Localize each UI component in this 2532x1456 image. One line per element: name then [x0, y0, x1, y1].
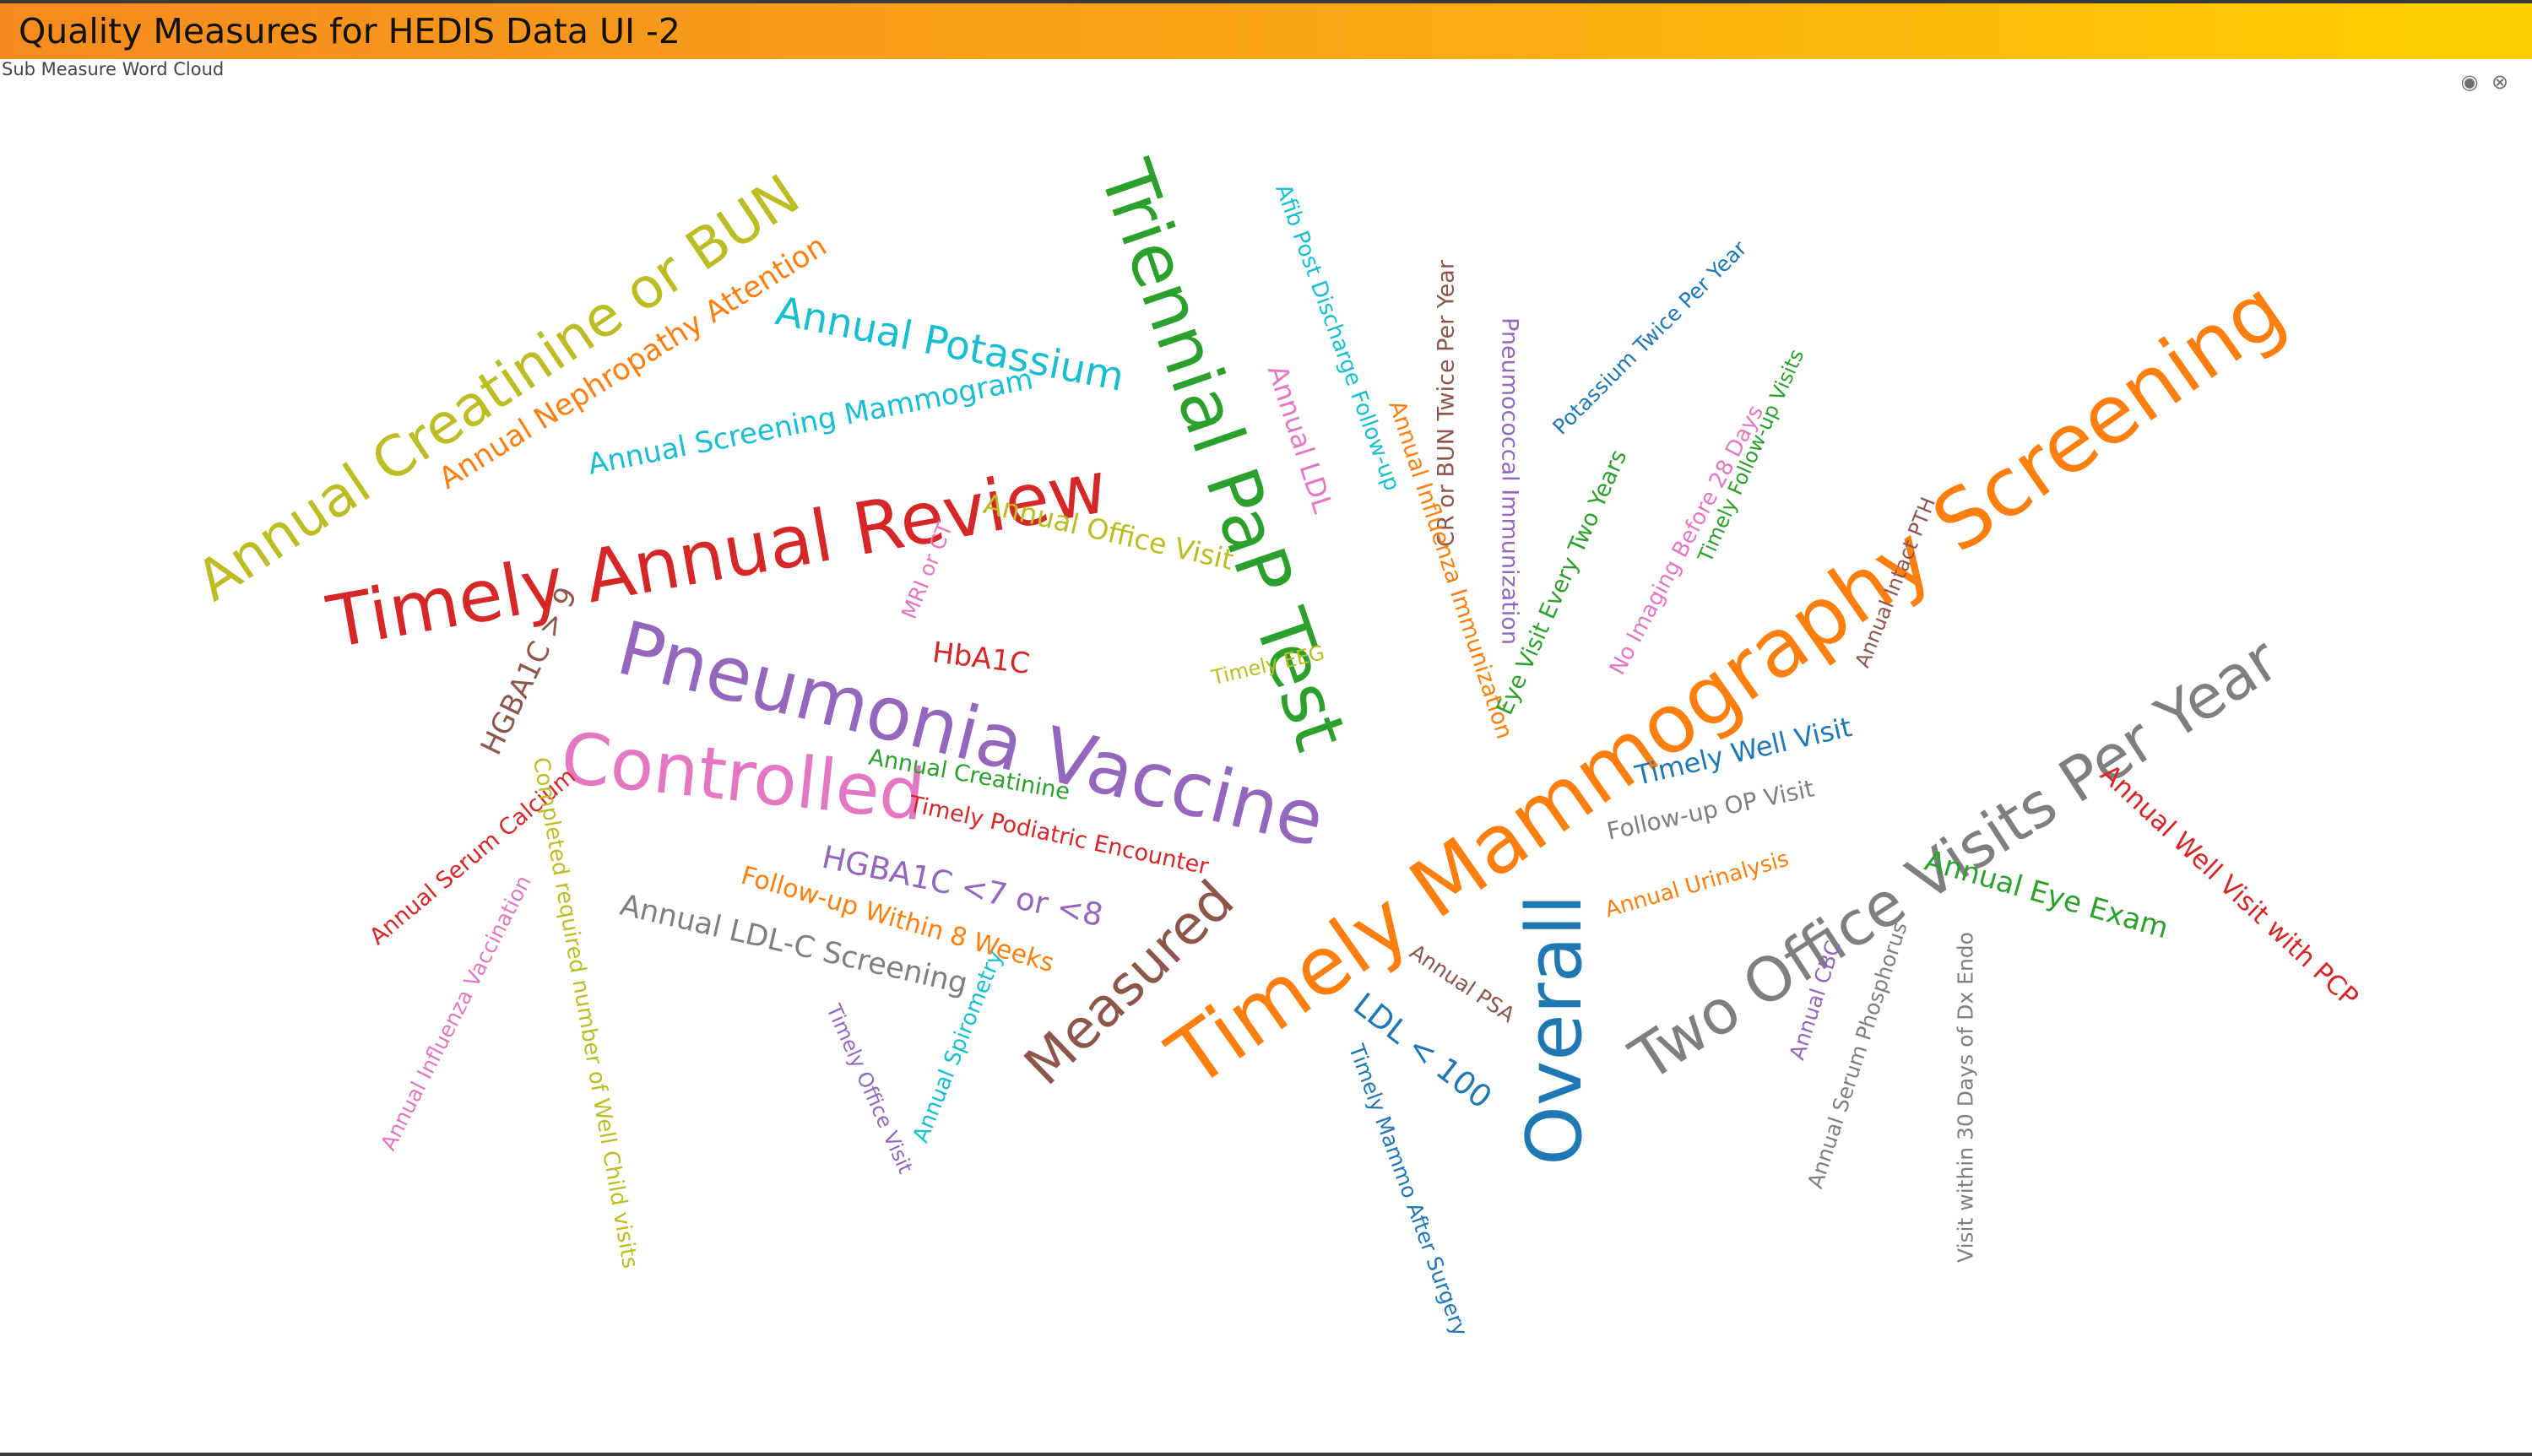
window-title: Quality Measures for HEDIS Data UI -2 [19, 11, 680, 51]
camera-icon[interactable]: ◉ [2460, 70, 2479, 94]
bottom-border [0, 1453, 2532, 1456]
word-cloud-term[interactable]: Annual LDL-C Screening [616, 888, 971, 1002]
title-bar: Quality Measures for HEDIS Data UI -2 [0, 0, 2532, 59]
word-cloud-term[interactable]: Potassium Twice Per Year [1548, 235, 1752, 440]
chart-subtitle: Sub Measure Word Cloud [2, 59, 225, 79]
word-cloud-term[interactable]: Timely Follow-up Visits [1693, 345, 1809, 566]
word-cloud-term[interactable]: Annual Screening Mammogram [585, 362, 1036, 482]
word-cloud-term[interactable]: Annual PSA [1405, 939, 1520, 1028]
word-cloud-term[interactable]: Annual Well Visit with PCP [2094, 758, 2365, 1014]
word-cloud-term[interactable]: HbA1C [930, 636, 1032, 681]
word-cloud-term[interactable]: Completed required number of Well Child … [527, 755, 643, 1271]
word-cloud-term[interactable]: Timely Office Visit [821, 1000, 918, 1177]
word-cloud-term[interactable]: Visit within 30 Days of Dx Endo [1953, 932, 1978, 1263]
word-cloud-term[interactable]: Overall [1510, 894, 1599, 1166]
word-cloud: Annual Creatinine or BUN Annual Nephropat… [0, 59, 2532, 1456]
word-cloud-term[interactable]: Pneumococcal Immunization [1496, 317, 1523, 645]
word-cloud-term[interactable]: Annual Urinalysis [1602, 846, 1792, 923]
close-icon[interactable]: ⊗ [2491, 70, 2509, 94]
